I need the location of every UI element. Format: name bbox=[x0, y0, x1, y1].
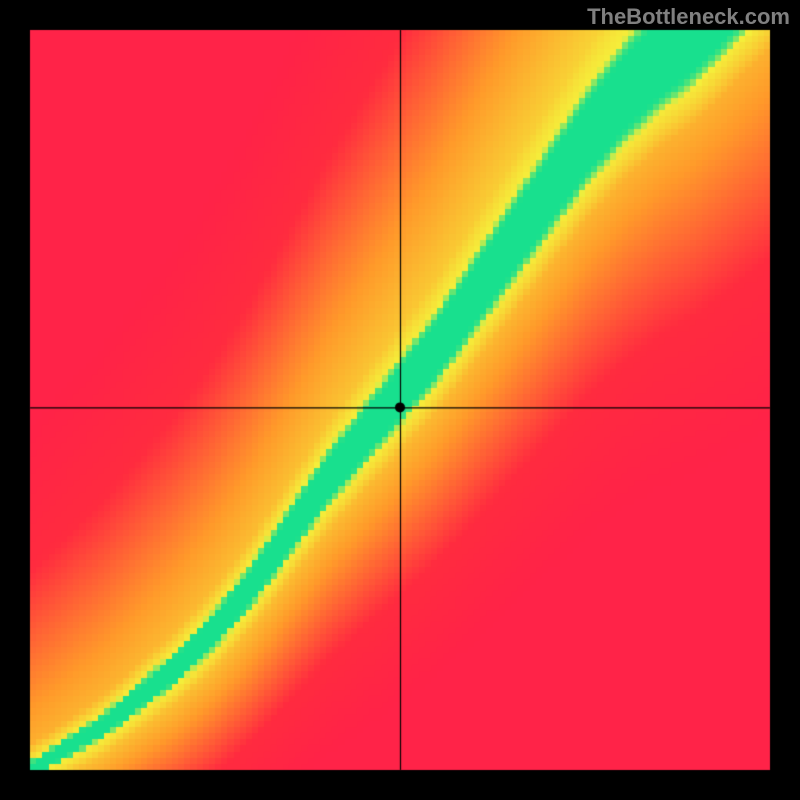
overlay-canvas bbox=[0, 0, 800, 800]
watermark-text: TheBottleneck.com bbox=[587, 4, 790, 30]
chart-container: TheBottleneck.com bbox=[0, 0, 800, 800]
